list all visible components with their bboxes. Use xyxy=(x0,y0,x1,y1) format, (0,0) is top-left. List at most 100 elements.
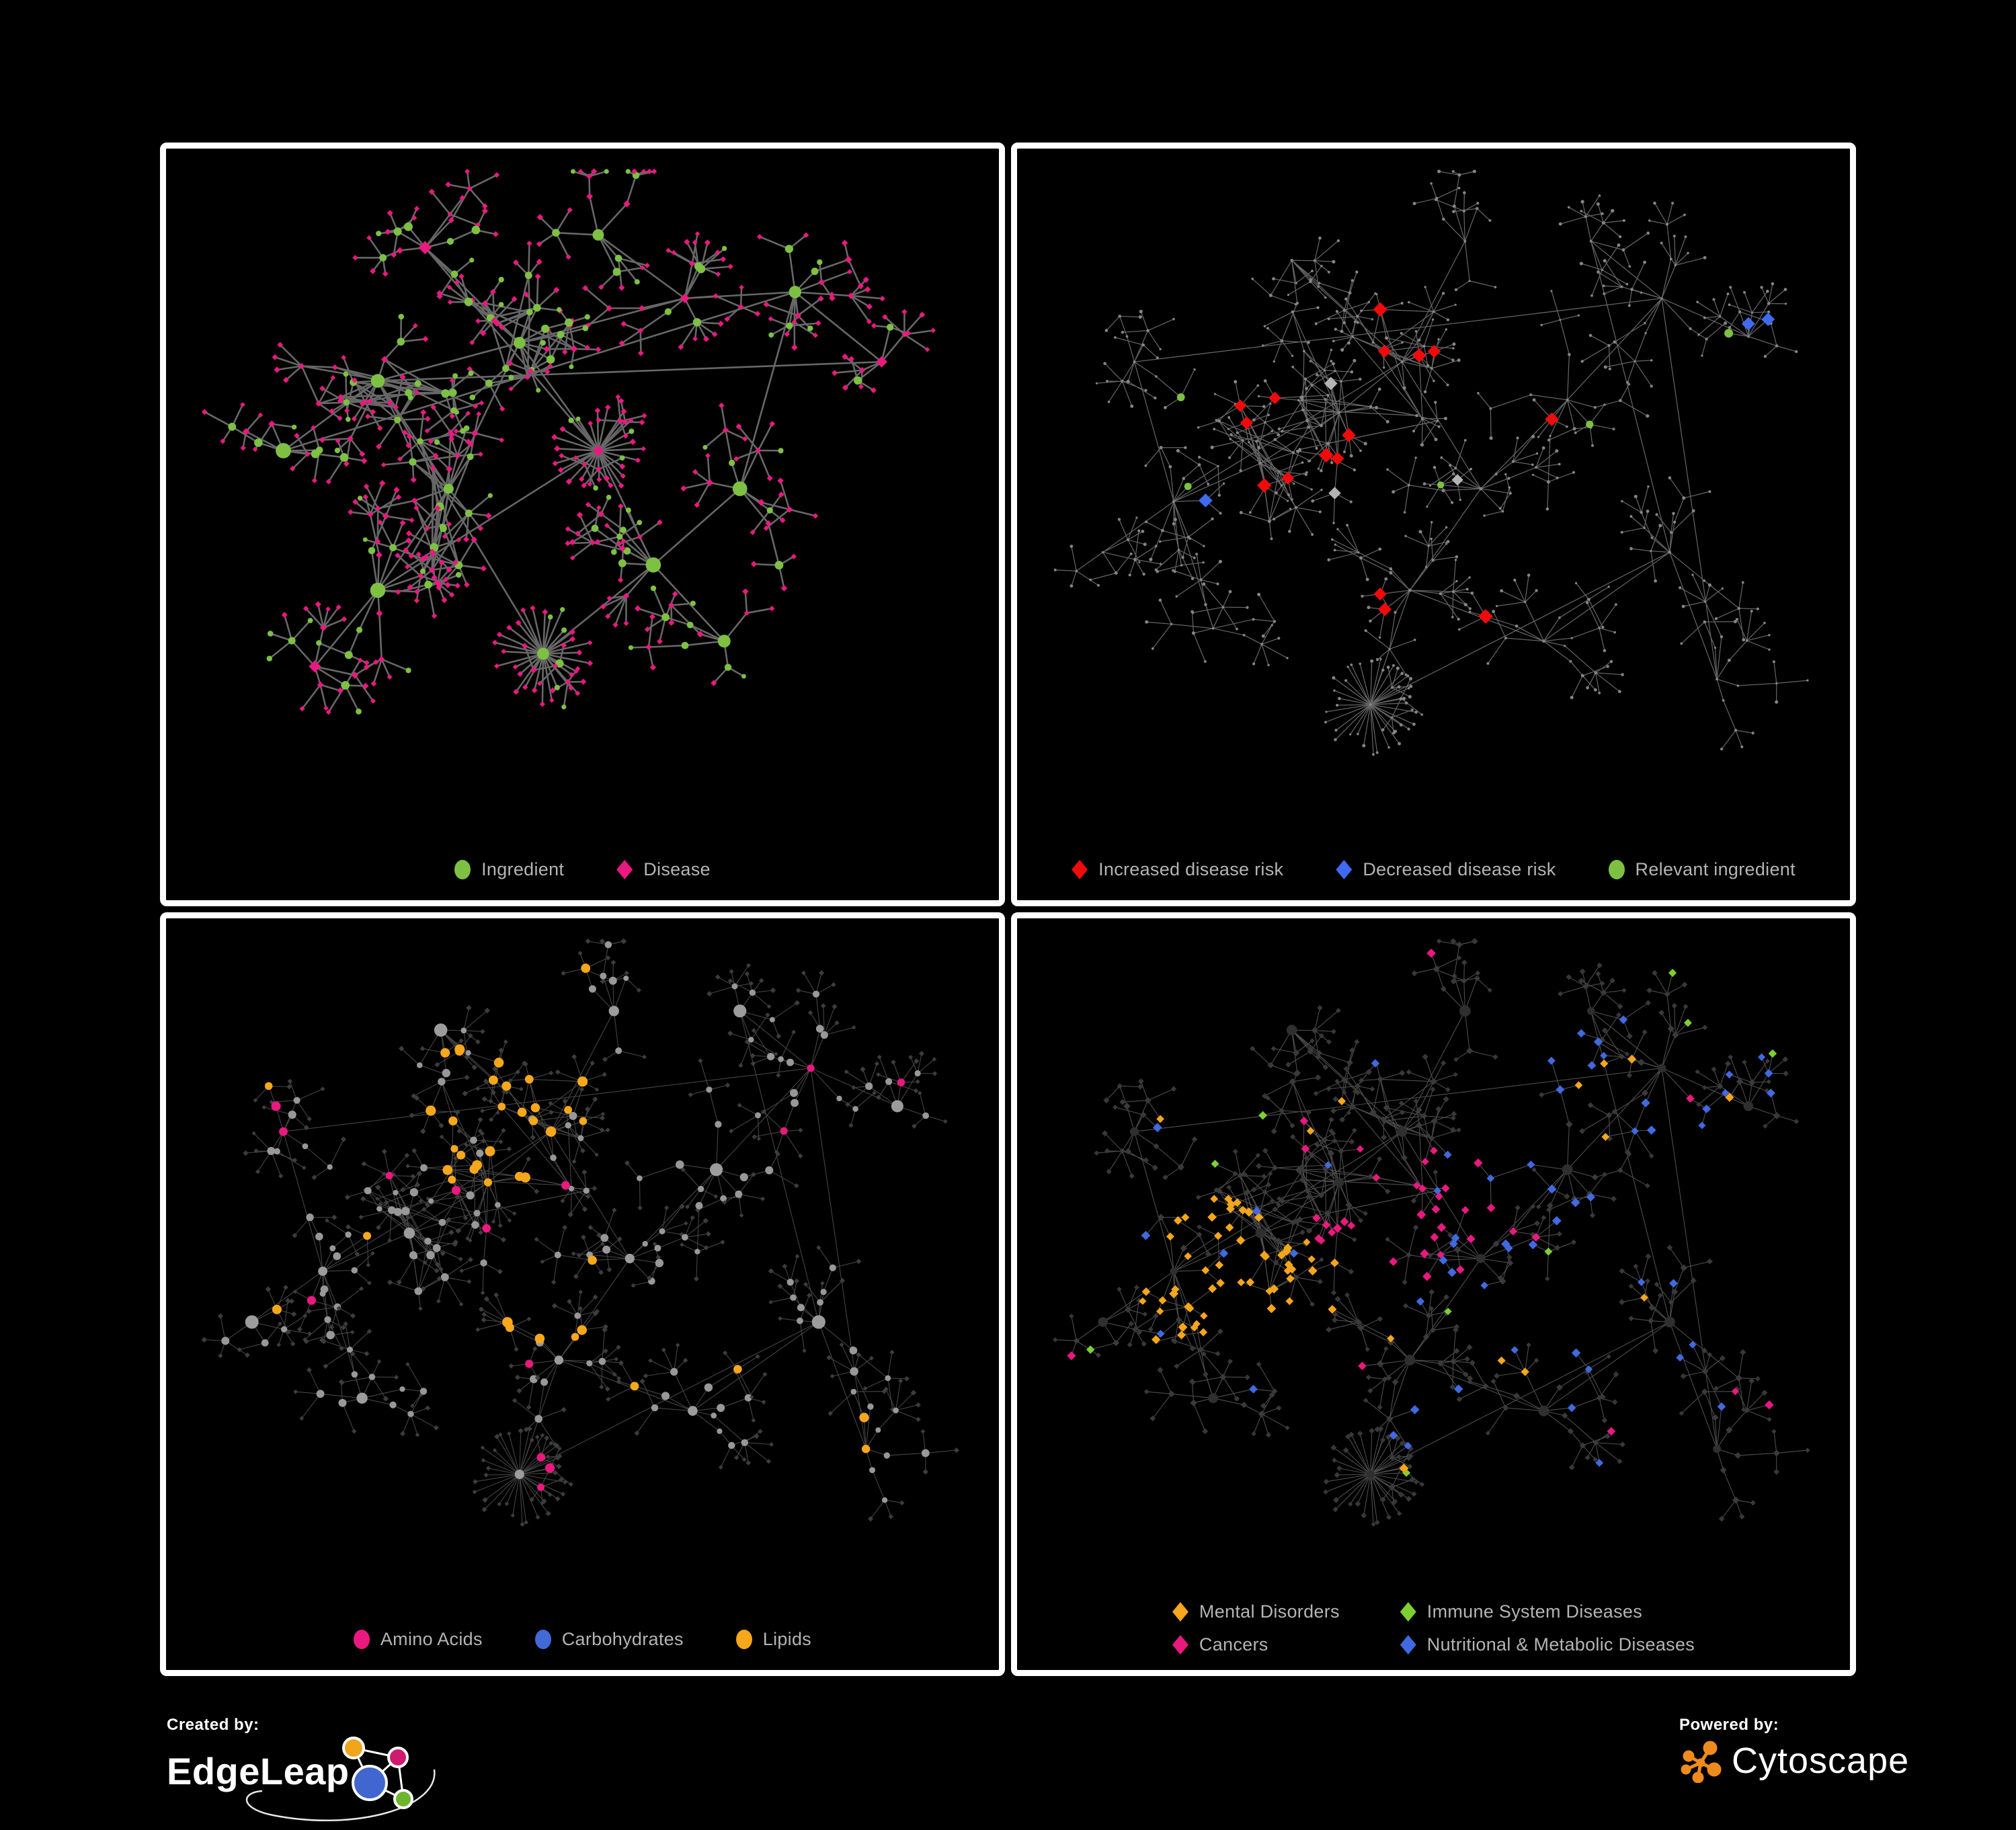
network-node-highlight xyxy=(1547,1057,1556,1065)
network-node xyxy=(518,1428,524,1433)
network-node xyxy=(1328,271,1330,274)
network-node xyxy=(370,583,386,598)
network-node xyxy=(1775,701,1778,704)
network-node xyxy=(415,380,421,387)
network-node xyxy=(362,1161,367,1166)
network-node xyxy=(1347,342,1350,345)
network-node xyxy=(1447,384,1449,387)
network-node-highlight xyxy=(489,1076,498,1085)
network-node xyxy=(1208,1393,1218,1403)
network-node xyxy=(1343,321,1346,325)
legend-label: Carbohydrates xyxy=(562,1629,684,1650)
network-node xyxy=(680,485,686,491)
network-node xyxy=(439,1219,446,1226)
network-node xyxy=(1606,1112,1612,1118)
network-node xyxy=(1296,302,1299,305)
network-node xyxy=(1720,1355,1726,1361)
network-node xyxy=(1707,1259,1713,1265)
network-node xyxy=(914,1088,918,1093)
network-node xyxy=(1157,1367,1163,1373)
network-node xyxy=(1564,645,1566,647)
network-node-highlight xyxy=(1600,1060,1608,1068)
network-node xyxy=(1645,1279,1650,1284)
network-node xyxy=(1658,1010,1664,1016)
network-node xyxy=(479,1307,484,1312)
network-node-highlight xyxy=(454,1044,465,1054)
network-node xyxy=(1738,607,1740,610)
network-node xyxy=(515,1470,524,1479)
network-node xyxy=(409,1113,415,1118)
network-node xyxy=(1682,982,1688,988)
network-node xyxy=(1354,1039,1359,1045)
network-node xyxy=(546,1511,551,1516)
network-node xyxy=(352,1429,356,1433)
network-node xyxy=(720,1195,727,1202)
legend-circle-swatch xyxy=(354,1630,370,1649)
network-node xyxy=(832,370,838,376)
network-node xyxy=(1348,1502,1353,1507)
network-node xyxy=(290,1341,296,1347)
network-node xyxy=(817,1299,823,1306)
network-node xyxy=(808,1010,813,1015)
network-node xyxy=(684,1221,688,1225)
network-node xyxy=(1400,723,1403,727)
network-node xyxy=(1141,530,1145,533)
network-node xyxy=(405,1164,410,1168)
network-node xyxy=(1403,387,1406,390)
network-node xyxy=(1350,500,1353,503)
network-node xyxy=(1125,1148,1131,1154)
network-node xyxy=(465,1075,470,1080)
network-node xyxy=(1441,1060,1446,1066)
network-node xyxy=(1621,500,1623,502)
network-node xyxy=(532,1347,537,1351)
network-node xyxy=(1412,723,1416,726)
network-node xyxy=(1711,1066,1716,1072)
network-node xyxy=(1332,340,1335,342)
network-node xyxy=(1130,553,1133,555)
network-node xyxy=(1532,474,1534,476)
network-node xyxy=(405,1362,410,1367)
cytoscape-brand: Powered by: Cytoscape xyxy=(1679,1716,1909,1783)
network-node-highlight xyxy=(606,495,612,500)
network-node xyxy=(867,1404,873,1410)
network-node xyxy=(341,681,350,690)
network-node-highlight xyxy=(1416,1210,1426,1220)
network-node xyxy=(387,210,393,216)
network-node xyxy=(303,1314,307,1318)
network-node xyxy=(1252,618,1255,621)
network-node xyxy=(1750,1500,1756,1505)
network-node xyxy=(1198,456,1201,459)
network-node xyxy=(434,1023,448,1037)
network-node xyxy=(705,453,711,459)
network-node xyxy=(1233,1149,1238,1154)
network-node xyxy=(1096,1353,1101,1358)
network-node xyxy=(821,1003,826,1008)
network-node xyxy=(1549,435,1551,437)
network-node xyxy=(1664,991,1670,997)
network-node xyxy=(623,621,629,626)
network-node xyxy=(1473,170,1476,173)
network-node xyxy=(1453,1057,1458,1062)
network-node xyxy=(551,1279,557,1284)
network-node xyxy=(534,1415,542,1423)
network-node-highlight xyxy=(1478,609,1493,624)
network-node xyxy=(559,453,564,459)
network-node xyxy=(762,1372,767,1377)
network-node-highlight xyxy=(535,1334,545,1344)
network-node xyxy=(1433,1170,1438,1175)
network-node xyxy=(729,460,735,466)
network-node xyxy=(1566,974,1572,980)
network-node xyxy=(1442,218,1445,221)
network-node xyxy=(1325,711,1327,713)
network-node xyxy=(1293,483,1295,485)
network-node xyxy=(318,1267,327,1276)
network-node xyxy=(382,1149,387,1154)
network-node-highlight xyxy=(611,549,617,555)
network-node xyxy=(1604,366,1607,369)
network-node xyxy=(1607,1354,1611,1359)
network-node xyxy=(694,1276,699,1281)
network-node-highlight xyxy=(525,1075,534,1084)
network-node xyxy=(1413,1225,1419,1231)
network-node-highlight xyxy=(1498,1357,1506,1365)
network-node xyxy=(1299,1230,1305,1235)
